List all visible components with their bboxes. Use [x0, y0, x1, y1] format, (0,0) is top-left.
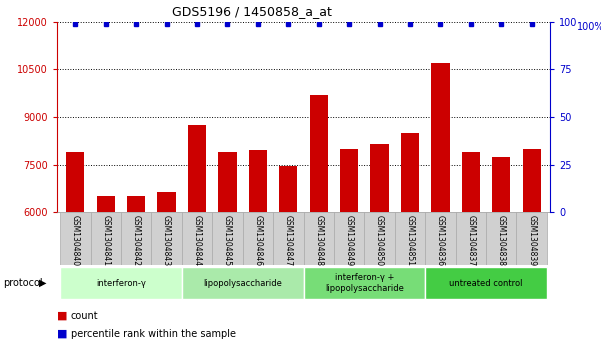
- Text: interferon-γ +
lipopolysaccharide: interferon-γ + lipopolysaccharide: [325, 273, 404, 293]
- Text: GSM1304839: GSM1304839: [527, 215, 536, 266]
- Bar: [334, 212, 364, 265]
- Text: GSM1304851: GSM1304851: [406, 215, 415, 266]
- Text: GSM1304848: GSM1304848: [314, 215, 323, 266]
- Bar: [182, 212, 212, 265]
- Text: GSM1304840: GSM1304840: [71, 215, 80, 266]
- Text: GSM1304842: GSM1304842: [132, 215, 141, 266]
- Bar: [273, 212, 304, 265]
- Text: 100%: 100%: [577, 22, 601, 32]
- Bar: [395, 212, 425, 265]
- Bar: [456, 212, 486, 265]
- Text: GSM1304849: GSM1304849: [344, 215, 353, 266]
- Text: GSM1304841: GSM1304841: [102, 215, 110, 266]
- Bar: [462, 152, 480, 363]
- Bar: [157, 192, 175, 363]
- Bar: [304, 267, 425, 299]
- Bar: [121, 212, 151, 265]
- Text: GSM1304844: GSM1304844: [192, 215, 201, 266]
- Bar: [60, 267, 182, 299]
- Bar: [310, 95, 328, 363]
- Bar: [212, 212, 243, 265]
- Bar: [91, 212, 121, 265]
- Text: GSM1304850: GSM1304850: [375, 215, 384, 266]
- Bar: [370, 144, 389, 363]
- Bar: [182, 267, 304, 299]
- Text: GSM1304838: GSM1304838: [497, 215, 505, 266]
- Bar: [492, 157, 510, 363]
- Text: GSM1304847: GSM1304847: [284, 215, 293, 266]
- Bar: [432, 63, 450, 363]
- Bar: [401, 133, 419, 363]
- Bar: [218, 152, 237, 363]
- Bar: [127, 196, 145, 363]
- Bar: [425, 267, 547, 299]
- Bar: [340, 149, 358, 363]
- Text: GSM1304843: GSM1304843: [162, 215, 171, 266]
- Bar: [188, 125, 206, 363]
- Bar: [60, 212, 91, 265]
- Bar: [151, 212, 182, 265]
- Text: GSM1304837: GSM1304837: [466, 215, 475, 266]
- Bar: [66, 152, 85, 363]
- Bar: [249, 150, 267, 363]
- Bar: [304, 212, 334, 265]
- Text: count: count: [71, 311, 99, 321]
- Text: percentile rank within the sample: percentile rank within the sample: [71, 329, 236, 339]
- Text: ▶: ▶: [39, 278, 46, 288]
- Text: GSM1304845: GSM1304845: [223, 215, 232, 266]
- Bar: [243, 212, 273, 265]
- Text: protocol: protocol: [3, 278, 43, 288]
- Bar: [486, 212, 516, 265]
- Text: lipopolysaccharide: lipopolysaccharide: [203, 279, 282, 287]
- Text: ■: ■: [57, 311, 67, 321]
- Text: GSM1304836: GSM1304836: [436, 215, 445, 266]
- Bar: [522, 149, 541, 363]
- Bar: [97, 196, 115, 363]
- Text: untreated control: untreated control: [450, 279, 523, 287]
- Bar: [279, 166, 297, 363]
- Text: GSM1304846: GSM1304846: [254, 215, 263, 266]
- Text: interferon-γ: interferon-γ: [96, 279, 146, 287]
- Text: GDS5196 / 1450858_a_at: GDS5196 / 1450858_a_at: [172, 5, 332, 19]
- Bar: [425, 212, 456, 265]
- Text: ■: ■: [57, 329, 67, 339]
- Bar: [364, 212, 395, 265]
- Bar: [516, 212, 547, 265]
